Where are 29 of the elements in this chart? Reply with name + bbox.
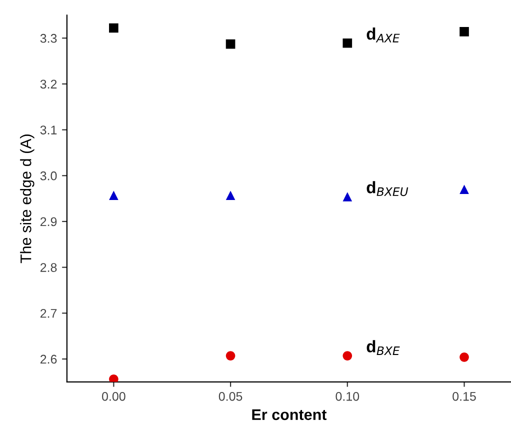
point [109,374,118,382]
point [226,351,236,360]
x-tick-label: 0.00 [102,392,126,401]
point [342,38,352,48]
x-tick-label: 0.10 [336,392,360,401]
point [460,352,469,362]
point [226,39,236,49]
x-tick-label: 0.05 [218,392,242,401]
series-label: d$_{BXE}$ [366,340,400,355]
point [109,23,118,33]
series-label: d$_{BXEU}$ [366,181,408,196]
y-tick-label: 3.0 [40,171,57,180]
point [460,184,469,194]
y-tick-label: 2.9 [40,217,57,226]
point [342,351,352,360]
y-tick-label: 2.8 [40,263,57,272]
y-tick-label: 3.2 [40,80,57,89]
y-tick-label: 2.6 [40,354,57,364]
y-tick-label: 3.3 [40,34,57,43]
point [460,27,469,36]
y-axis-title: The site edge d (A) [20,134,34,264]
y-tick-label: 3.1 [40,126,57,134]
x-tick-label: 0.15 [452,392,476,401]
point [226,190,236,200]
series-label: d$_{AXE}$ [366,28,400,42]
point [109,190,118,200]
y-tick-label: 2.7 [40,308,57,318]
x-axis-title: Er content [252,409,327,420]
point [342,192,352,202]
